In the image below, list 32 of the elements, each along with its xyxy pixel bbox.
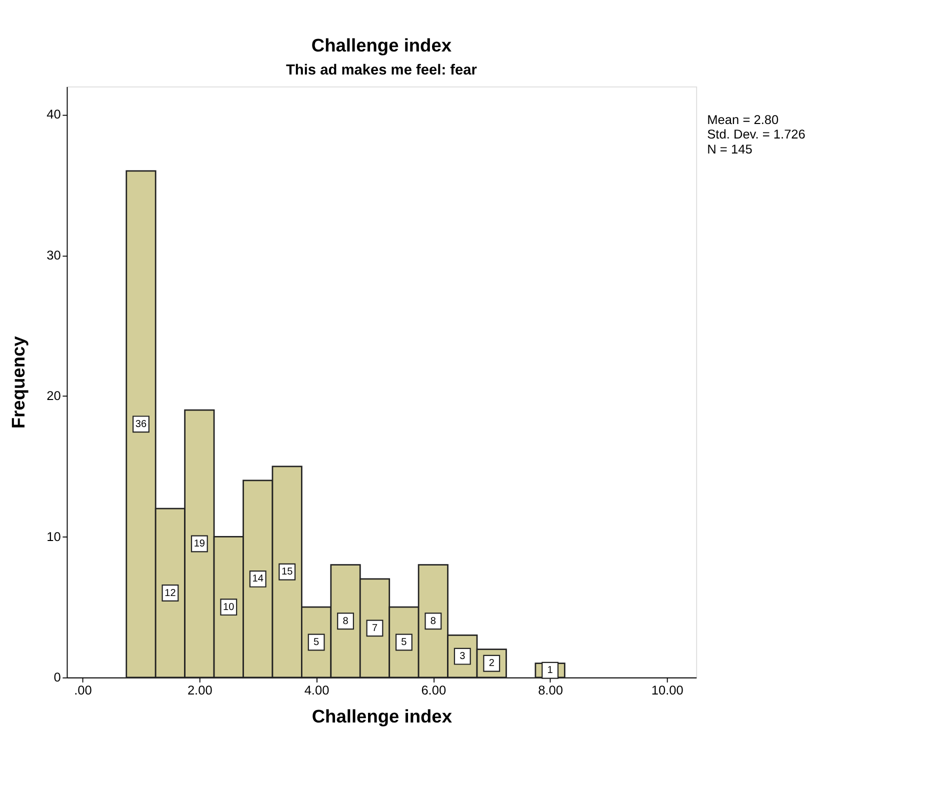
y-tick-label: 40 (46, 106, 61, 122)
data-label: 12 (164, 588, 176, 599)
y-tick-label: 30 (46, 247, 61, 262)
data-label: 14 (252, 574, 264, 585)
y-axis-title: Frequency (8, 335, 29, 429)
data-label: 8 (342, 616, 349, 627)
data-label: 36 (135, 418, 147, 430)
x-axis-title: Challenge index (312, 706, 453, 727)
data-label: 5 (401, 637, 408, 648)
chart-title: Challenge index (311, 34, 452, 56)
data-label: 19 (194, 538, 206, 550)
text: Std. Dev. = 1.726 (707, 126, 806, 142)
x-tick-label: 4.00 (304, 682, 330, 698)
data-label: 7 (372, 622, 378, 634)
text: Mean = 2.80 (707, 112, 779, 127)
x-tick-label: 10.00 (651, 682, 684, 698)
data-label: 10 (223, 602, 235, 613)
data-label: 3 (460, 651, 466, 662)
data-label: 15 (281, 566, 294, 578)
x-tick-label: 2.00 (187, 682, 212, 698)
y-tick-label: 0 (54, 670, 61, 685)
y-tick-label: 10 (46, 528, 61, 544)
data-label: 5 (314, 637, 320, 648)
y-tick-label: 20 (46, 388, 61, 404)
text: N = 145 (707, 141, 752, 156)
x-tick-label: .00 (74, 682, 92, 698)
chart-subtitle: This ad makes me feel: fear (286, 62, 478, 79)
data-label: 8 (430, 616, 436, 627)
data-label: 1 (547, 665, 554, 676)
x-tick-label: 6.00 (421, 682, 446, 698)
data-label: 2 (488, 658, 495, 670)
x-tick-label: 8.00 (538, 682, 563, 698)
